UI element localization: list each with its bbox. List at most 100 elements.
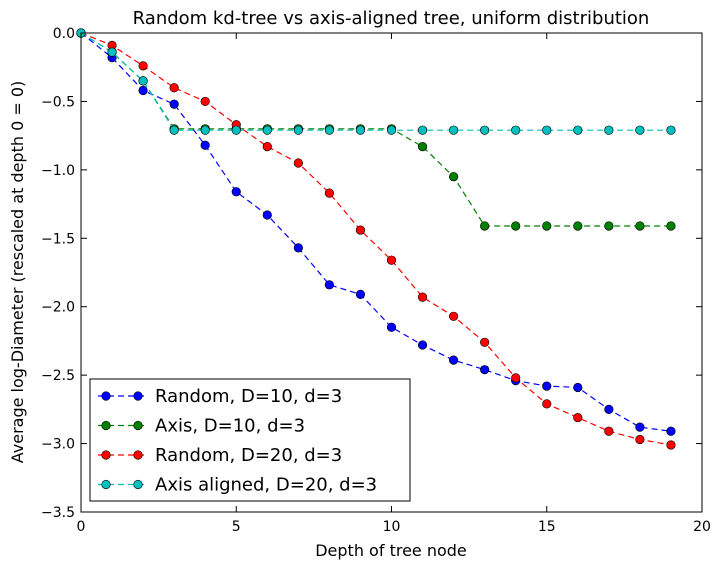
data-point: [169, 125, 179, 135]
data-point: [511, 373, 521, 383]
legend-label: Random, D=10, d=3: [155, 386, 342, 407]
series-layer: [76, 28, 676, 450]
legend-label: Axis aligned, D=20, d=3: [155, 475, 377, 496]
data-point: [200, 140, 210, 150]
y-tick-label: −2.5: [41, 368, 75, 384]
data-point: [542, 125, 552, 135]
chart-title: Random kd-tree vs axis-aligned tree, uni…: [133, 8, 650, 29]
data-point: [231, 125, 241, 135]
series-1: [76, 28, 676, 436]
data-point: [449, 125, 459, 135]
data-point: [666, 125, 676, 135]
series-line: [80, 32, 672, 432]
legend-marker: [101, 479, 111, 490]
legend-marker: [101, 391, 111, 401]
data-point: [480, 221, 490, 231]
data-point: [355, 225, 366, 235]
legend-item: Random, D=10, d=3: [98, 386, 342, 407]
data-point: [573, 125, 583, 135]
data-point: [138, 76, 148, 86]
legend-marker: [101, 450, 111, 460]
data-point: [635, 125, 645, 135]
data-point: [386, 255, 397, 265]
data-point: [355, 289, 366, 299]
data-point: [542, 221, 552, 231]
data-point: [573, 382, 583, 393]
x-tick-label: 5: [232, 519, 241, 535]
data-point: [324, 280, 335, 290]
data-point: [666, 440, 676, 450]
legend-item: Axis, D=10, d=3: [98, 416, 305, 437]
y-tick-label: −2.0: [41, 300, 75, 316]
legend-marker: [101, 420, 111, 431]
data-point: [200, 125, 210, 135]
y-tick-label: −3.0: [41, 437, 75, 453]
data-point: [169, 99, 179, 109]
data-point: [417, 141, 428, 152]
x-tick-label: 10: [383, 519, 401, 535]
x-axis-label: Depth of tree node: [315, 541, 467, 560]
data-point: [542, 399, 552, 409]
data-point: [635, 422, 645, 432]
data-point: [386, 125, 397, 135]
x-tick-label: 15: [538, 519, 556, 535]
data-point: [231, 187, 241, 197]
data-point: [666, 221, 676, 231]
legend-marker: [133, 391, 143, 401]
legend-marker: [133, 450, 143, 460]
data-point: [604, 426, 614, 436]
legend-label: Random, D=20, d=3: [155, 445, 342, 466]
data-point: [449, 355, 459, 365]
data-point: [666, 426, 676, 436]
data-point: [200, 96, 210, 107]
data-point: [417, 340, 428, 350]
legend-item: Axis aligned, D=20, d=3: [98, 475, 377, 496]
data-point: [542, 381, 552, 391]
data-point: [293, 158, 303, 168]
legend: Random, D=10, d=3 Axis, D=10, d=3 Random, …: [89, 378, 411, 502]
data-point: [604, 125, 614, 135]
data-point: [480, 365, 490, 375]
data-point: [138, 61, 148, 71]
legend-marker: [133, 479, 143, 490]
data-point: [262, 210, 272, 220]
data-point: [355, 125, 366, 135]
plot-frame: [80, 32, 703, 513]
data-point: [604, 221, 614, 231]
legend-marker: [133, 420, 143, 431]
data-point: [573, 221, 583, 231]
axis-ticks: 0 5 10 15 20 0.0 −0.5 −1.0 −1.5 −2.0 −2.5 −3.0 −3.5: [41, 26, 711, 535]
data-point: [511, 221, 521, 231]
x-tick-label: 0: [77, 519, 86, 535]
data-point: [138, 85, 148, 96]
data-point: [449, 172, 459, 182]
data-point: [480, 125, 490, 135]
data-point: [635, 434, 645, 445]
x-tick-label: 20: [693, 519, 711, 535]
data-point: [480, 337, 490, 347]
data-point: [604, 404, 614, 414]
series-line: [80, 32, 671, 131]
data-point: [324, 125, 335, 135]
data-point: [107, 47, 117, 57]
legend-box: [89, 378, 411, 502]
data-point: [635, 221, 645, 231]
data-point: [386, 322, 397, 332]
data-point: [262, 125, 272, 135]
y-tick-label: 0.0: [53, 26, 75, 42]
legend-item: Random, D=20, d=3: [98, 445, 342, 466]
data-point: [417, 292, 428, 302]
data-point: [169, 83, 179, 93]
legend-label: Axis, D=10, d=3: [155, 416, 305, 437]
data-point: [511, 125, 521, 135]
series-4: [76, 28, 676, 135]
y-tick-label: −3.5: [41, 505, 75, 521]
data-point: [293, 243, 303, 253]
data-point: [449, 311, 459, 321]
data-point: [573, 412, 583, 423]
data-point: [417, 125, 428, 135]
y-axis-label: Average log-Diameter (rescaled at depth …: [8, 81, 27, 464]
y-tick-label: −0.5: [41, 94, 75, 110]
series-line: [80, 32, 671, 227]
